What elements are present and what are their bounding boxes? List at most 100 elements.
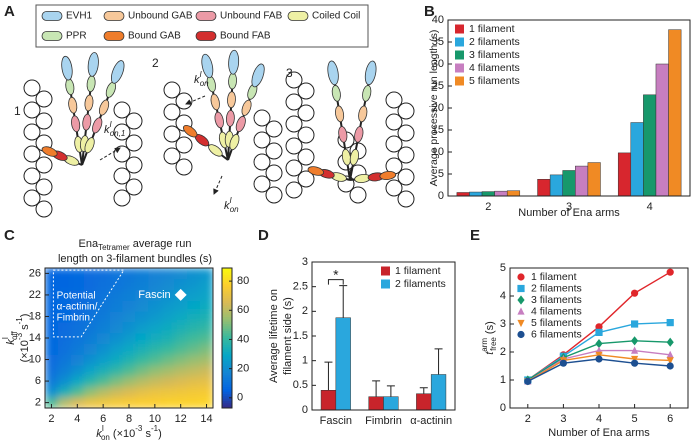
point — [631, 336, 639, 346]
label-subscript: off — [10, 330, 19, 340]
legend-label: 2 filaments — [469, 36, 520, 48]
legend-swatch — [381, 279, 390, 289]
actin-subunit — [397, 190, 415, 208]
x-tick-label: 6 — [100, 413, 106, 425]
y-tick-label: 3 — [500, 318, 506, 330]
legend-swatch — [287, 11, 309, 21]
domain — [307, 166, 325, 176]
legend-label: Unbound GAB — [128, 11, 193, 22]
y-tick-label: 35 — [432, 36, 444, 48]
actin-subunit — [385, 113, 403, 131]
heatmap-cell — [161, 386, 175, 398]
label-part: k — [96, 428, 102, 440]
heatmap-cell — [161, 278, 175, 291]
point — [666, 337, 674, 347]
heatmap-cell — [96, 289, 111, 301]
significance-label: * — [333, 266, 339, 282]
point — [595, 355, 603, 363]
heatmap-cell — [83, 321, 98, 334]
actin-subunit — [285, 159, 303, 177]
legend-label: 5 filaments — [469, 75, 520, 87]
colorbar-slice — [222, 314, 232, 318]
y-tick-label: 1.5 — [293, 330, 308, 342]
label-part: s — [142, 428, 151, 440]
bar — [456, 192, 470, 197]
legend-label: Bound FAB — [220, 31, 271, 42]
legend-label: Unbound FAB — [220, 11, 283, 22]
point — [631, 355, 639, 364]
colorbar-slice — [222, 356, 232, 360]
heatmap-cell — [96, 278, 111, 291]
domain — [65, 78, 75, 96]
domain — [82, 113, 92, 131]
heatmap-cell — [161, 375, 175, 388]
domain — [86, 75, 96, 93]
heatmap-cell — [174, 386, 188, 398]
heatmap-cell — [122, 386, 137, 398]
colorbar-slice — [222, 382, 232, 386]
bar — [668, 29, 682, 197]
heatmap-cell — [200, 311, 213, 323]
heatmap-cell — [187, 332, 201, 344]
bar — [320, 390, 337, 411]
title-part: average run — [130, 238, 192, 250]
heatmap-cell — [83, 386, 98, 398]
heatmap-cell — [57, 354, 72, 366]
heatmap-cell — [161, 354, 175, 366]
x-axis-label: Number of Ena arms — [548, 427, 650, 439]
colorbar-slice — [222, 345, 232, 348]
actin-subunit — [163, 147, 181, 165]
colorbar-slice — [222, 349, 232, 353]
heatmap-cell — [148, 375, 162, 388]
colorbar-slice — [222, 405, 232, 409]
actin-subunit — [175, 158, 193, 176]
heatmap-cell — [57, 343, 72, 355]
domain — [182, 125, 198, 138]
heatmap-cell — [148, 364, 162, 377]
heatmap-cell — [70, 268, 85, 280]
colorbar-slice — [222, 268, 232, 271]
heatmap-cell — [135, 311, 149, 323]
heatmap-cell — [161, 300, 175, 312]
label-superscript: I — [102, 424, 104, 433]
rate-symbol: k — [224, 200, 230, 212]
colorbar-slice — [222, 380, 232, 383]
point — [174, 288, 187, 301]
colorbar-slice — [222, 277, 232, 281]
heatmap-cell — [45, 397, 59, 408]
heatmap-cell — [161, 268, 175, 280]
y-tick-label: 40 — [432, 14, 444, 26]
heatmap-cell — [83, 364, 98, 377]
y-tick-label: 0 — [500, 402, 506, 414]
point — [595, 323, 603, 331]
colorbar-slice — [222, 396, 232, 400]
rate-label: kI on — [194, 70, 209, 88]
x-tick-label: 6 — [667, 413, 673, 425]
heatmap-cell — [83, 375, 98, 388]
y-axis-label: tarmfree (s) — [480, 321, 498, 355]
colorbar-slice — [222, 375, 232, 379]
heatmap-cell — [57, 311, 72, 323]
actin-subunit — [125, 112, 143, 130]
heatmap-cell — [122, 343, 137, 355]
heatmap-cell — [45, 311, 59, 323]
bar — [430, 374, 447, 411]
actin-subunit — [23, 123, 41, 141]
y-tick-label: 26 — [29, 267, 41, 279]
colorbar-slice — [222, 384, 232, 388]
heatmap-cell — [45, 375, 59, 388]
heatmap-cell — [135, 300, 149, 312]
heatmap-cell — [122, 397, 137, 408]
heatmap-cell — [45, 278, 59, 291]
heatmap-cell — [148, 397, 162, 408]
heatmap-title: length on 3-filament bundles (s) — [58, 253, 212, 265]
colorbar-slice — [222, 326, 232, 330]
heatmap-cell — [70, 397, 85, 408]
heatmap-cell — [45, 343, 59, 355]
rate-superscript: I — [110, 120, 113, 129]
domain — [227, 91, 236, 109]
heatmap-cell — [135, 268, 149, 280]
colorbar-slice — [222, 324, 232, 327]
rate-symbol: k — [104, 124, 110, 136]
actin-subunit — [163, 81, 181, 99]
